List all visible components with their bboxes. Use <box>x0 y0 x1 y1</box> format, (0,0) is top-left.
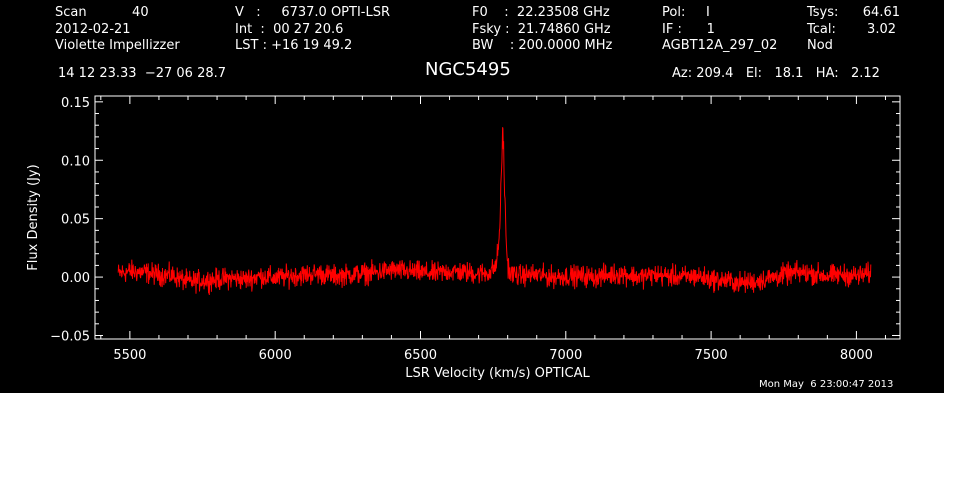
plot-timestamp: Mon May 6 23:00:47 2013 <box>759 379 894 390</box>
polarization: Pol: I <box>662 5 710 20</box>
tsys-value: 64.61 <box>862 5 900 20</box>
x-tick-label: 7000 <box>549 348 582 363</box>
source-coordinates: 14 12 23.33 −27 06 28.7 <box>58 66 227 81</box>
plot-panel: Scan 40 2012-02-21 Violette Impellizzer … <box>0 0 944 393</box>
x-tick-label: 6500 <box>404 348 437 363</box>
y-tick-label: −0.05 <box>50 329 90 344</box>
az-el-ha: Az: 209.4 El: 18.1 HA: 2.12 <box>672 66 880 81</box>
tcal-label: Tcal: <box>807 22 836 37</box>
if-number: IF : 1 <box>662 22 715 37</box>
y-tick-label: 0.15 <box>61 96 90 111</box>
x-tick-label: 5500 <box>113 348 146 363</box>
scan-number: Scan 40 <box>55 5 149 20</box>
project-id: AGBT12A_297_02 <box>662 38 778 53</box>
y-tick-label: 0.00 <box>61 271 90 286</box>
sky-frequency: Fsky : 21.74860 GHz <box>472 22 611 37</box>
bandwidth: BW : 200.0000 MHz <box>472 38 613 53</box>
axis-ticks: 5500 6000 6500 7000 7500 8000 −0.05 0.00 0.05 0.1… <box>50 96 900 363</box>
x-tick-label: 6000 <box>259 348 292 363</box>
y-tick-label: 0.05 <box>61 213 90 228</box>
procedure-type: Nod <box>807 38 833 53</box>
tsys-label: Tsys: <box>807 5 839 20</box>
integration-time: Int : 00 27 20.6 <box>235 22 344 37</box>
velocity-info: V : 6737.0 OPTI-LSR <box>235 5 391 20</box>
observation-date: 2012-02-21 <box>55 22 131 37</box>
y-axis-label: Flux Density (Jy) <box>26 164 41 270</box>
rest-frequency: F0 : 22.23508 GHz <box>472 5 610 20</box>
x-axis-label: LSR Velocity (km/s) OPTICAL <box>405 366 590 381</box>
lst-info: LST : +16 19 49.2 <box>235 38 353 53</box>
y-tick-label: 0.10 <box>61 154 90 169</box>
plot-axes <box>94 95 901 340</box>
x-tick-label: 8000 <box>840 348 873 363</box>
plot-frame <box>94 95 901 340</box>
spectrum-trace <box>117 127 872 296</box>
observer-name: Violette Impellizzer <box>55 38 180 53</box>
x-tick-label: 7500 <box>695 348 728 363</box>
tcal-value: 3.02 <box>867 22 896 37</box>
source-name: NGC5495 <box>425 59 511 80</box>
